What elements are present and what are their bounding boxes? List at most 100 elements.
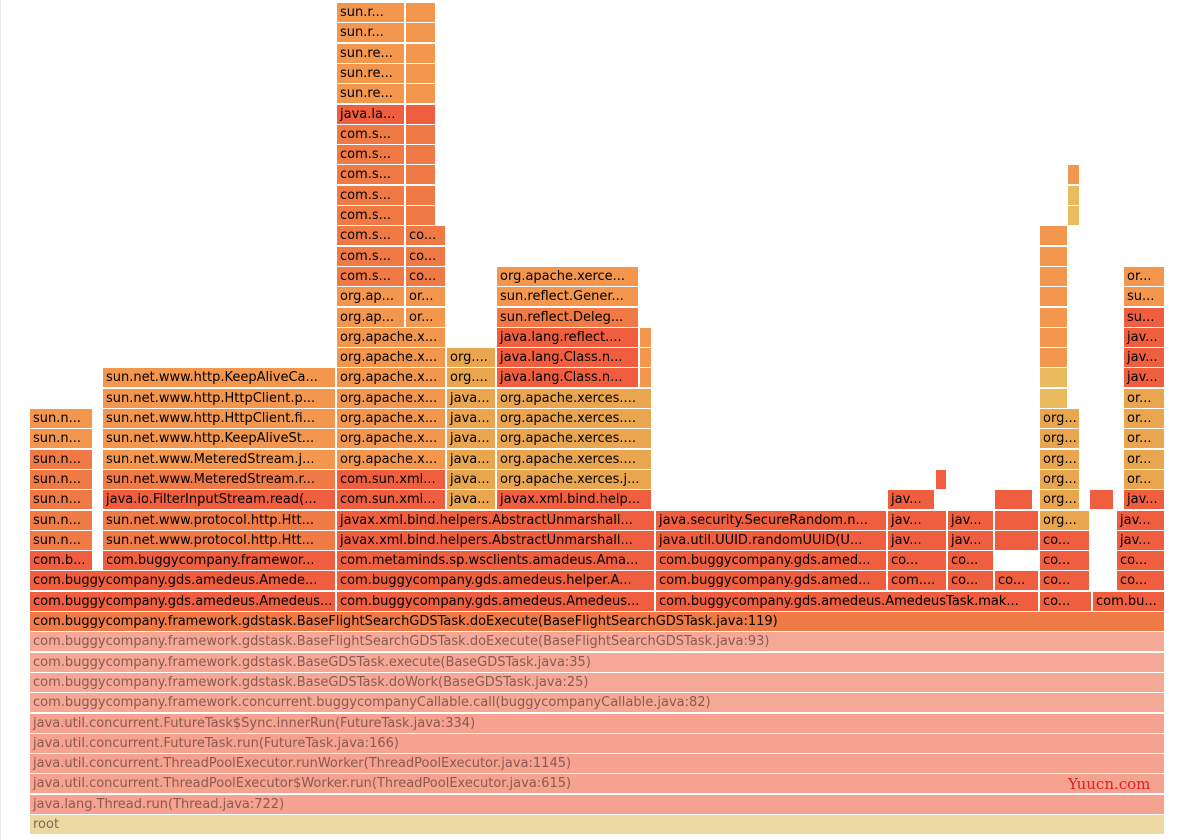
stack-frame[interactable]: jav... [1124, 348, 1165, 368]
stack-frame[interactable]: org.... [447, 348, 496, 368]
stack-frame[interactable]: or... [1124, 469, 1165, 489]
stack-frame[interactable]: org.apache.x... [337, 327, 446, 347]
stack-frame[interactable]: com.sun.xml... [337, 490, 446, 510]
stack-frame[interactable] [406, 23, 436, 43]
stack-frame[interactable]: com.buggycompany.framewor... [103, 551, 336, 571]
stack-frame[interactable]: org.apache.xerces.... [497, 449, 652, 469]
stack-frame[interactable]: co... [1040, 530, 1090, 550]
stack-frame[interactable]: sun.n... [30, 409, 93, 428]
stack-frame[interactable] [406, 63, 436, 83]
stack-frame[interactable]: org... [1040, 490, 1080, 510]
stack-frame[interactable] [1068, 206, 1080, 225]
stack-frame[interactable]: java.util.concurrent.ThreadPoolExecutor$… [30, 774, 1165, 794]
stack-frame[interactable] [406, 206, 436, 225]
stack-frame[interactable] [1068, 165, 1080, 185]
stack-frame[interactable]: sun.net.www.MeteredStream.r... [103, 469, 336, 489]
stack-frame[interactable]: sun.net.www.protocol.http.Htt... [103, 510, 336, 530]
stack-frame[interactable]: co... [948, 551, 994, 571]
stack-frame[interactable]: java.io.FilterInputStream.read(... [103, 490, 336, 510]
stack-frame[interactable]: com.buggycompany.gds.amed... [656, 571, 887, 591]
stack-frame[interactable]: root [30, 815, 1165, 834]
stack-frame[interactable]: com.buggycompany.framework.gdstask.BaseF… [30, 632, 1165, 652]
stack-frame[interactable]: org.apache.xerces.... [497, 429, 652, 449]
stack-frame[interactable] [936, 469, 947, 489]
stack-frame[interactable]: or... [1124, 429, 1165, 449]
stack-frame[interactable]: java... [447, 409, 496, 428]
stack-frame[interactable]: org.apache.x... [337, 449, 446, 469]
stack-frame[interactable]: co... [406, 226, 446, 246]
stack-frame[interactable]: com.bu... [1093, 591, 1165, 611]
stack-frame[interactable] [1040, 348, 1068, 368]
stack-frame[interactable]: co... [1040, 591, 1092, 611]
stack-frame[interactable]: com.s... [337, 226, 405, 246]
stack-frame[interactable]: com.s... [337, 185, 405, 205]
stack-frame[interactable]: java... [447, 490, 496, 510]
stack-frame[interactable]: sun.n... [30, 490, 93, 510]
stack-frame[interactable]: org.apache.x... [337, 409, 446, 428]
stack-frame[interactable]: jav... [1117, 510, 1165, 530]
stack-frame[interactable]: or... [1124, 388, 1165, 408]
stack-frame[interactable]: org... [1040, 510, 1090, 530]
stack-frame[interactable]: com.buggycompany.framework.gdstask.BaseG… [30, 672, 1165, 692]
stack-frame[interactable]: co... [1040, 571, 1090, 591]
stack-frame[interactable]: org... [1040, 409, 1080, 428]
stack-frame[interactable] [406, 165, 436, 185]
stack-frame[interactable]: org.apache.x... [337, 368, 446, 388]
stack-frame[interactable]: jav... [1117, 530, 1165, 550]
stack-frame[interactable]: org.apache.x... [337, 429, 446, 449]
stack-frame[interactable]: java... [447, 388, 496, 408]
stack-frame[interactable]: com.buggycompany.framework.gdstask.BaseF… [30, 612, 1165, 631]
stack-frame[interactable]: java.lang.Class.n... [497, 348, 639, 368]
stack-frame[interactable] [406, 84, 436, 104]
stack-frame[interactable] [406, 145, 436, 165]
stack-frame[interactable]: sun.net.www.http.KeepAliveCa... [103, 368, 336, 388]
stack-frame[interactable]: com.buggycompany.gds.amedeus.helper.A... [337, 571, 655, 591]
stack-frame[interactable] [1040, 226, 1068, 246]
stack-frame[interactable]: javax.xml.bind.helpers.AbstractUnmarshal… [337, 530, 655, 550]
stack-frame[interactable]: jav... [888, 490, 935, 510]
stack-frame[interactable]: co... [406, 266, 446, 286]
stack-frame[interactable]: su... [1124, 307, 1165, 327]
stack-frame[interactable]: sun.n... [30, 510, 93, 530]
stack-frame[interactable]: org.apache.xerces.... [497, 409, 652, 428]
stack-frame[interactable]: java.lang.reflect.... [497, 327, 639, 347]
stack-frame[interactable]: sun.re... [337, 43, 405, 63]
stack-frame[interactable] [1040, 287, 1068, 307]
stack-frame[interactable]: com.b... [30, 551, 93, 571]
stack-frame[interactable]: org.... [447, 368, 496, 388]
stack-frame[interactable]: jav... [1124, 327, 1165, 347]
stack-frame[interactable]: java... [447, 449, 496, 469]
stack-frame[interactable]: org.apache.xerce... [497, 266, 639, 286]
stack-frame[interactable]: sun.re... [337, 63, 405, 83]
stack-frame[interactable]: java.util.UUID.randomUUID(U... [656, 530, 887, 550]
stack-frame[interactable]: co... [1117, 571, 1165, 591]
stack-frame[interactable]: jav... [888, 510, 947, 530]
stack-frame[interactable]: sun.re... [337, 84, 405, 104]
stack-frame[interactable]: java.util.concurrent.FutureTask$Sync.inn… [30, 713, 1165, 733]
stack-frame[interactable]: com.buggycompany.gds.amedeus.Amedeus... [337, 591, 655, 611]
stack-frame[interactable]: su... [1124, 287, 1165, 307]
stack-frame[interactable]: java... [447, 469, 496, 489]
stack-frame[interactable]: org.apache.xerces.... [497, 388, 652, 408]
stack-frame[interactable]: jav... [948, 510, 994, 530]
stack-frame[interactable]: com.... [888, 571, 947, 591]
stack-frame[interactable]: java.lang.Class.n... [497, 368, 639, 388]
stack-frame[interactable]: java.util.concurrent.FutureTask.run(Futu… [30, 733, 1165, 753]
stack-frame[interactable]: javax.xml.bind.helpers.AbstractUnmarshal… [337, 510, 655, 530]
stack-frame[interactable]: co... [406, 246, 446, 266]
stack-frame[interactable] [1040, 266, 1068, 286]
stack-frame[interactable]: co... [948, 571, 994, 591]
stack-frame[interactable]: sun.net.www.http.HttpClient.p... [103, 388, 336, 408]
stack-frame[interactable]: sun.r... [337, 3, 405, 22]
stack-frame[interactable]: java... [447, 429, 496, 449]
stack-frame[interactable]: sun.n... [30, 429, 93, 449]
stack-frame[interactable]: sun.n... [30, 530, 93, 550]
stack-frame[interactable] [995, 490, 1033, 510]
stack-frame[interactable] [640, 348, 652, 368]
stack-frame[interactable]: org... [1040, 429, 1080, 449]
stack-frame[interactable]: or... [406, 287, 446, 307]
stack-frame[interactable]: com.buggycompany.gds.amedeus.Amede... [30, 571, 336, 591]
stack-frame[interactable]: sun.reflect.Gener... [497, 287, 639, 307]
stack-frame[interactable]: sun.n... [30, 469, 93, 489]
stack-frame[interactable]: com.s... [337, 266, 405, 286]
